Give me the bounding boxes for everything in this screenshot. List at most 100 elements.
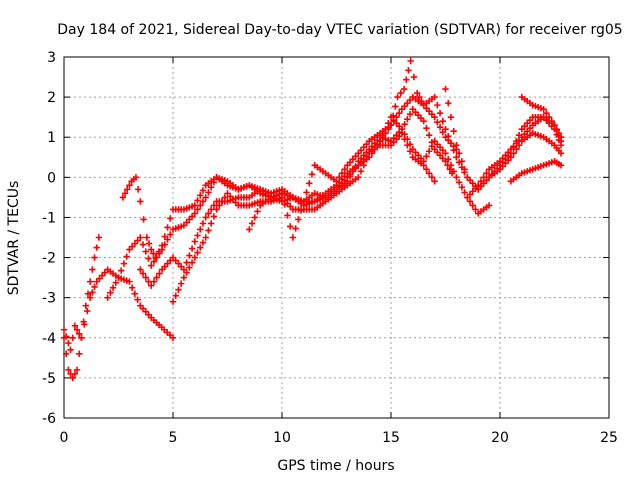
data-point (390, 117, 397, 125)
data-point (205, 189, 212, 196)
data-point (551, 121, 558, 129)
data-point (186, 252, 193, 259)
data-point (82, 302, 89, 309)
data-point (153, 254, 160, 261)
data-point (366, 154, 373, 161)
data-point (431, 178, 438, 185)
data-point (246, 226, 253, 233)
data-point (400, 85, 408, 93)
data-point (145, 278, 152, 285)
data-point (306, 180, 313, 187)
data-point (557, 162, 565, 169)
data-point (410, 73, 418, 81)
data-point (398, 130, 406, 137)
data-point (134, 186, 142, 193)
data-point (60, 326, 68, 333)
x-tick-label: 10 (273, 430, 291, 446)
data-point (401, 136, 408, 143)
data-point (284, 212, 291, 219)
data-point (197, 202, 204, 209)
data-point (540, 105, 547, 113)
data-point (84, 290, 92, 297)
data-point (292, 225, 299, 232)
data-point (89, 289, 96, 296)
data-point (120, 260, 128, 267)
data-point (191, 210, 198, 217)
data-point (483, 170, 490, 177)
data-point (137, 198, 144, 205)
data-point (107, 289, 114, 296)
data-point (143, 234, 151, 241)
data-point (197, 244, 204, 251)
data-point (308, 171, 316, 178)
data-point (148, 262, 155, 269)
data-point (289, 234, 297, 241)
data-point (401, 120, 408, 128)
data-point (183, 259, 190, 266)
data-point (548, 117, 555, 125)
data-point (461, 166, 468, 173)
data-point (194, 249, 201, 256)
data-point (510, 144, 517, 151)
data-point (423, 153, 430, 160)
data-point (199, 239, 207, 246)
data-point (431, 113, 438, 121)
data-point (202, 194, 209, 201)
y-tick-label: -1 (42, 210, 56, 226)
data-point (73, 326, 81, 333)
data-point (86, 294, 94, 301)
data-point (172, 292, 179, 299)
data-point (420, 117, 427, 125)
data-point (95, 234, 103, 241)
data-point (194, 206, 201, 213)
data-point (175, 286, 182, 293)
data-point (458, 184, 466, 191)
data-point (183, 269, 190, 276)
data-point (91, 283, 98, 291)
data-point (543, 109, 550, 117)
data-point (434, 101, 441, 109)
data-point (455, 179, 463, 186)
data-point (557, 150, 565, 157)
data-point (126, 182, 133, 189)
data-point (453, 174, 460, 181)
x-tick-label: 15 (382, 430, 400, 446)
x-tick-label: 25 (600, 430, 618, 446)
data-point (553, 127, 560, 134)
series-track-12 (518, 93, 565, 145)
data-point (385, 126, 392, 133)
y-tick-label: 1 (47, 130, 56, 146)
data-point (139, 270, 147, 277)
y-tick-label: 2 (47, 90, 56, 106)
data-point (295, 216, 302, 223)
data-point (278, 190, 286, 197)
data-point (395, 109, 403, 117)
data-point (78, 334, 85, 341)
series-track-8 (442, 85, 565, 193)
data-point (188, 245, 196, 252)
data-point (218, 198, 226, 205)
data-point (132, 174, 140, 181)
data-point (545, 113, 553, 121)
data-point (128, 284, 136, 291)
data-point (161, 241, 169, 248)
y-tick-label: -6 (42, 411, 56, 427)
data-point (194, 232, 201, 239)
data-point (281, 201, 288, 208)
data-point (357, 168, 365, 175)
data-point (439, 129, 446, 136)
data-point (199, 187, 207, 194)
data-point (446, 166, 454, 173)
data-point (177, 280, 185, 287)
data-point (428, 174, 436, 181)
data-point (191, 238, 198, 245)
data-point (466, 198, 474, 205)
data-point (416, 93, 423, 101)
data-point (394, 93, 401, 101)
data-point (404, 142, 411, 149)
data-point (180, 274, 188, 281)
data-point (428, 143, 436, 150)
data-point (169, 298, 177, 305)
data-point (425, 170, 433, 177)
